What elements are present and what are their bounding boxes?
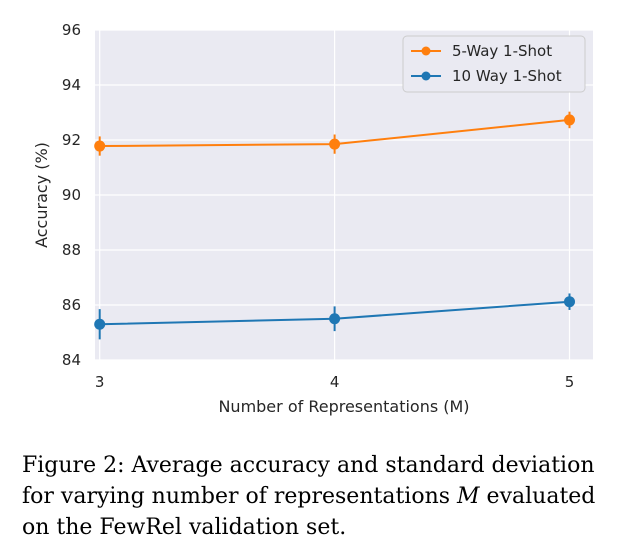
series-1 bbox=[94, 293, 576, 340]
legend-marker bbox=[421, 46, 431, 56]
series-layer bbox=[94, 111, 576, 340]
legend-label: 5-Way 1-Shot bbox=[452, 42, 552, 60]
y-tick-label: 86 bbox=[62, 296, 81, 314]
data-point bbox=[564, 114, 576, 126]
data-point bbox=[329, 313, 341, 325]
legend-box bbox=[402, 35, 586, 93]
y-tick-labels: 84 86 88 90 92 94 96 bbox=[62, 21, 81, 369]
y-tick-label: 84 bbox=[62, 351, 81, 369]
accuracy-chart: 84 86 88 90 92 94 96 3 4 5 Accuracy (%) Number o… bbox=[32, 21, 593, 416]
y-tick-label: 88 bbox=[62, 241, 81, 259]
data-point bbox=[94, 318, 106, 330]
figure-caption: Figure 2: Average accuracy and standard … bbox=[22, 450, 612, 543]
legend: 5-Way 1-Shot 10 Way 1-Shot bbox=[402, 35, 586, 93]
series-0 bbox=[94, 111, 576, 156]
legend-label: 10 Way 1-Shot bbox=[452, 67, 562, 85]
x-tick-label: 4 bbox=[330, 373, 340, 391]
x-tick-label: 5 bbox=[565, 373, 575, 391]
y-axis-label: Accuracy (%) bbox=[32, 142, 51, 248]
data-point bbox=[564, 296, 576, 308]
x-tick-label: 3 bbox=[95, 373, 105, 391]
y-tick-label: 92 bbox=[62, 131, 81, 149]
y-tick-label: 90 bbox=[62, 186, 81, 204]
caption-symbol: M bbox=[457, 484, 480, 509]
y-tick-label: 96 bbox=[62, 21, 81, 39]
legend-marker bbox=[421, 71, 431, 81]
data-point bbox=[329, 138, 341, 150]
data-point bbox=[94, 140, 106, 152]
caption-suffix: evaluated on the FewRel validation set. bbox=[22, 484, 596, 540]
y-tick-label: 94 bbox=[62, 76, 81, 94]
x-tick-labels: 3 4 5 bbox=[95, 373, 574, 391]
caption-prefix: Figure 2: Average accuracy and standard … bbox=[22, 453, 595, 509]
x-axis-label: Number of Representations (M) bbox=[218, 397, 469, 416]
